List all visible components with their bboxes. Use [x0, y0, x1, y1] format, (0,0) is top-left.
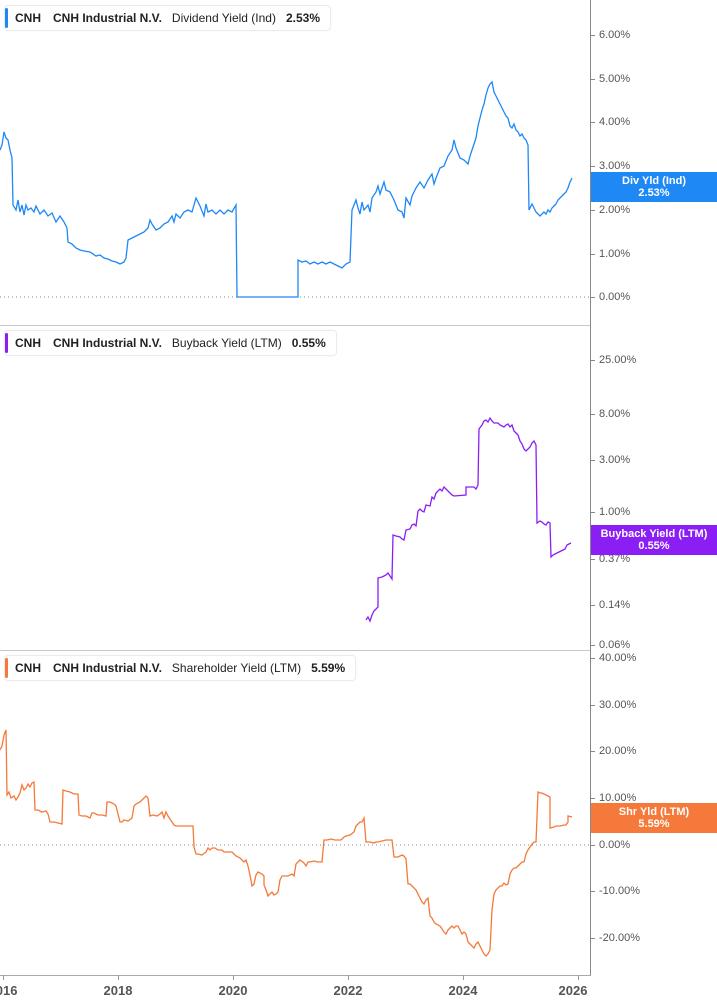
flag-value: 2.53%: [638, 187, 670, 199]
x-tick-label: 2022: [333, 983, 363, 998]
x-tick: [348, 975, 349, 980]
y-tick-label: 0.37%: [591, 553, 630, 565]
legend-metric: Buyback Yield (LTM): [171, 336, 282, 350]
legend-company: CNH Industrial N.V.: [53, 336, 162, 350]
y-tick-label: 6.00%: [591, 29, 630, 41]
legend-value: 5.59%: [311, 661, 346, 675]
flag-label: Buyback Yield (LTM): [600, 528, 708, 540]
y-tick-label: 2.00%: [591, 204, 630, 216]
y-tick-label: 30.00%: [591, 699, 636, 711]
dividend-yield-panel: CNH CNH Industrial N.V. Dividend Yield (…: [0, 0, 717, 325]
buyback-yield-value-flag: Buyback Yield (LTM) 0.55%: [591, 525, 717, 555]
flag-value: 0.55%: [638, 540, 670, 552]
y-tick-label: 4.00%: [591, 116, 630, 128]
y-tick-label: -10.00%: [591, 885, 640, 897]
shareholder-yield-value-flag: Shr Yld (LTM) 5.59%: [591, 803, 717, 833]
buyback-yield-panel: CNH CNH Industrial N.V. Buyback Yield (L…: [0, 325, 717, 650]
x-tick: [233, 975, 234, 980]
legend-metric: Shareholder Yield (LTM): [171, 661, 302, 675]
y-tick-label: 1.00%: [591, 506, 630, 518]
legend-value: 0.55%: [291, 336, 326, 350]
series-color-swatch: [5, 658, 8, 678]
y-tick-label: 20.00%: [591, 745, 636, 757]
x-tick-label: 2020: [218, 983, 248, 998]
legend-ticker: CNH: [15, 11, 41, 25]
shareholder-yield-legend[interactable]: CNH CNH Industrial N.V. Shareholder Yiel…: [4, 655, 357, 681]
series-color-swatch: [5, 8, 8, 28]
shareholder-yield-panel: CNH CNH Industrial N.V. Shareholder Yiel…: [0, 650, 717, 975]
y-axis-line: [590, 0, 591, 975]
y-tick-label: 3.00%: [591, 454, 630, 466]
dividend-yield-plot: [0, 80, 590, 298]
buyback-yield-line: [365, 416, 572, 623]
buyback-yield-plot: [365, 416, 572, 623]
panel-divider[interactable]: [0, 325, 590, 326]
x-tick: [3, 975, 4, 980]
series-color-swatch: [5, 333, 8, 353]
legend-metric: Dividend Yield (Ind): [171, 11, 276, 25]
y-tick-label: 5.00%: [591, 73, 630, 85]
dividend-yield-legend[interactable]: CNH CNH Industrial N.V. Dividend Yield (…: [4, 5, 332, 31]
legend-value: 2.53%: [285, 11, 321, 25]
flag-label: Shr Yld (LTM): [618, 806, 690, 818]
flag-value: 5.59%: [638, 818, 670, 830]
x-tick-label: 2018: [103, 983, 133, 998]
legend-ticker: CNH: [15, 661, 41, 675]
y-tick-label: 3.00%: [591, 160, 630, 172]
y-tick-label: 1.00%: [591, 248, 630, 260]
y-tick-label: -20.00%: [591, 932, 640, 944]
legend-company: CNH Industrial N.V.: [53, 661, 162, 675]
legend-company: CNH Industrial N.V.: [53, 11, 162, 25]
dividend-yield-value-flag: Div Yld (Ind) 2.53%: [591, 172, 717, 202]
y-tick-label: 8.00%: [591, 408, 630, 420]
x-tick: [463, 975, 464, 980]
shareholder-yield-line: [0, 729, 573, 957]
panel-divider[interactable]: [0, 650, 590, 651]
x-tick: [578, 975, 579, 980]
y-tick-label: 25.00%: [591, 354, 636, 366]
y-tick-label: 10.00%: [591, 792, 636, 804]
y-tick-label: 0.14%: [591, 599, 630, 611]
y-tick-label: 40.00%: [591, 652, 636, 664]
dividend-yield-line: [0, 80, 573, 298]
x-tick: [118, 975, 119, 980]
shareholder-yield-plot: [0, 729, 590, 957]
flag-label: Div Yld (Ind): [622, 175, 686, 187]
buyback-yield-legend[interactable]: CNH CNH Industrial N.V. Buyback Yield (L…: [4, 330, 337, 356]
x-tick-label: 2026: [558, 983, 588, 998]
legend-ticker: CNH: [15, 336, 41, 350]
y-tick-label: 0.00%: [591, 839, 630, 851]
y-tick-label: 0.00%: [591, 291, 630, 303]
x-axis-line: [0, 975, 591, 976]
y-tick-label: 0.06%: [591, 639, 630, 651]
x-tick-label: 2024: [448, 983, 478, 998]
x-tick-label: 2016: [0, 983, 18, 998]
